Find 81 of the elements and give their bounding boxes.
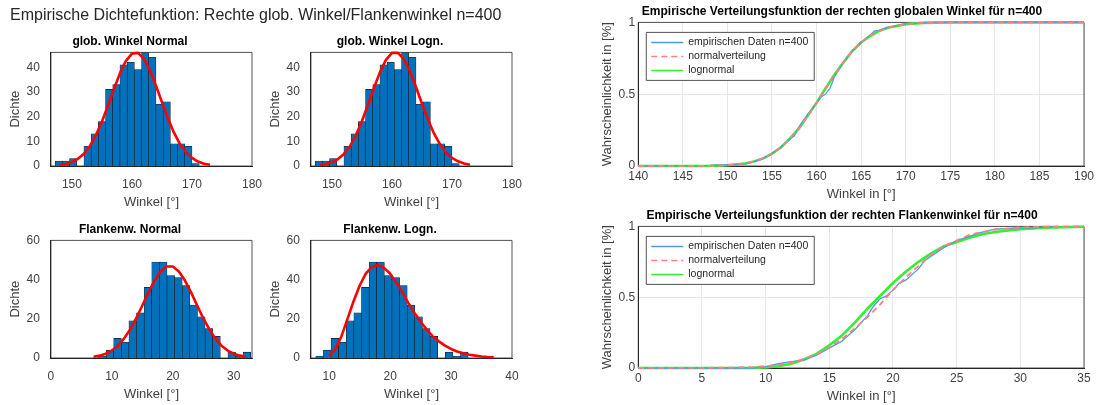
- x-tick-label: 5: [698, 370, 706, 385]
- x-tick-label: 25: [949, 370, 964, 385]
- legend-label: normalverteilung: [688, 253, 767, 266]
- x-tick-label: 185: [1029, 168, 1050, 183]
- x-axis-title: Winkel [°]: [123, 385, 179, 401]
- y-axis-title: Wahrscheinlichkeit in [%]: [599, 225, 615, 370]
- x-tick-label: 180: [241, 176, 263, 191]
- x-axis-title: Winkel in [°]: [826, 387, 896, 403]
- x-tick-label: 10: [758, 370, 773, 385]
- y-axis-title: Dichte: [7, 280, 23, 318]
- y-tick-label: 0.5: [618, 86, 636, 101]
- y-tick-label: 1: [628, 14, 636, 29]
- chart-title: Empirische Verteilungsfunktion der rechten globalen Winkel für n=400: [641, 3, 1043, 18]
- x-tick-label: 190: [1073, 168, 1095, 183]
- x-tick-label: 160: [121, 176, 143, 191]
- y-axis-title: Wahrscheinlichkeit in [%]: [599, 22, 615, 167]
- x-tick-label: 10: [322, 368, 337, 383]
- x-tick-label: 145: [672, 168, 694, 183]
- x-tick-label: 30: [227, 368, 241, 383]
- x-tick-label: 20: [166, 368, 180, 383]
- chart-title: Flankenw. Normal: [78, 221, 182, 236]
- chart-title: Empirische Verteilungsfunktion der rechten Flankenwinkel für n=400: [646, 207, 1038, 222]
- x-tick-label: 35: [1077, 370, 1091, 385]
- legend-label: empirischen Daten n=400: [688, 35, 809, 48]
- text: Empirische Dichtefunktion: Rechte glob. Winkel/Flankenwinkel n=400: [10, 6, 502, 24]
- x-tick-label: 30: [444, 368, 459, 383]
- x-tick-label: 175: [940, 168, 961, 183]
- y-tick-label: 20: [26, 108, 41, 123]
- x-axis-title: Winkel in [°]: [826, 185, 896, 201]
- y-tick-label: 40: [26, 59, 41, 74]
- x-tick-label: 170: [441, 176, 463, 191]
- y-tick-label: 40: [286, 271, 301, 286]
- x-tick-label: 140: [628, 168, 649, 183]
- y-tick-label: 20: [26, 311, 41, 326]
- x-tick-label: 0: [47, 368, 55, 383]
- y-tick-label: 0: [33, 158, 41, 173]
- legend-label: lognormal: [688, 267, 735, 280]
- legend-label: lognormal: [688, 63, 735, 76]
- x-tick-label: 180: [501, 176, 523, 191]
- y-axis-title: Dichte: [7, 90, 23, 128]
- x-tick-label: 15: [822, 370, 837, 385]
- x-tick-label: 10: [105, 368, 119, 383]
- x-tick-label: 165: [851, 168, 872, 183]
- x-tick-label: 40: [505, 368, 519, 383]
- y-tick-label: 40: [26, 271, 41, 286]
- chart-title: Flankenw. Logn.: [343, 221, 437, 236]
- y-tick-label: 10: [286, 133, 301, 148]
- y-tick-label: 1: [628, 218, 636, 233]
- x-tick-label: 170: [895, 168, 917, 183]
- y-tick-label: 0: [293, 158, 301, 173]
- x-tick-label: 150: [321, 176, 343, 191]
- x-tick-label: 160: [806, 168, 827, 183]
- y-tick-label: 20: [286, 311, 301, 326]
- y-tick-label: 30: [26, 84, 41, 99]
- legend-label: empirischen Daten n=400: [688, 239, 809, 252]
- x-tick-label: 150: [61, 176, 83, 191]
- x-tick-label: 20: [383, 368, 398, 383]
- y-tick-label: 40: [286, 59, 301, 74]
- x-axis-title: Winkel [°]: [383, 385, 439, 401]
- y-tick-label: 20: [286, 108, 301, 123]
- y-tick-label: 60: [26, 232, 41, 247]
- chart-title: glob. Winkel Logn.: [336, 33, 444, 48]
- legend-label: normalverteilung: [688, 49, 767, 62]
- y-tick-label: 10: [26, 133, 41, 148]
- x-tick-label: 170: [181, 176, 203, 191]
- x-tick-label: 30: [1013, 370, 1028, 385]
- y-tick-label: 0: [33, 350, 41, 365]
- y-tick-label: 60: [286, 232, 301, 247]
- x-tick-label: 155: [761, 168, 783, 183]
- chart-title: glob. Winkel Normal: [72, 33, 188, 48]
- y-axis-title: Dichte: [267, 90, 283, 128]
- x-axis-title: Winkel [°]: [123, 193, 179, 209]
- y-axis-title: Dichte: [267, 280, 283, 318]
- x-tick-label: 160: [381, 176, 403, 191]
- y-tick-label: 30: [286, 84, 301, 99]
- x-axis-title: Winkel [°]: [383, 193, 439, 209]
- x-tick-label: 180: [984, 168, 1006, 183]
- x-tick-label: 150: [717, 168, 738, 183]
- y-tick-label: 0: [293, 350, 301, 365]
- y-tick-label: 0.5: [618, 289, 636, 304]
- x-tick-label: 20: [886, 370, 900, 385]
